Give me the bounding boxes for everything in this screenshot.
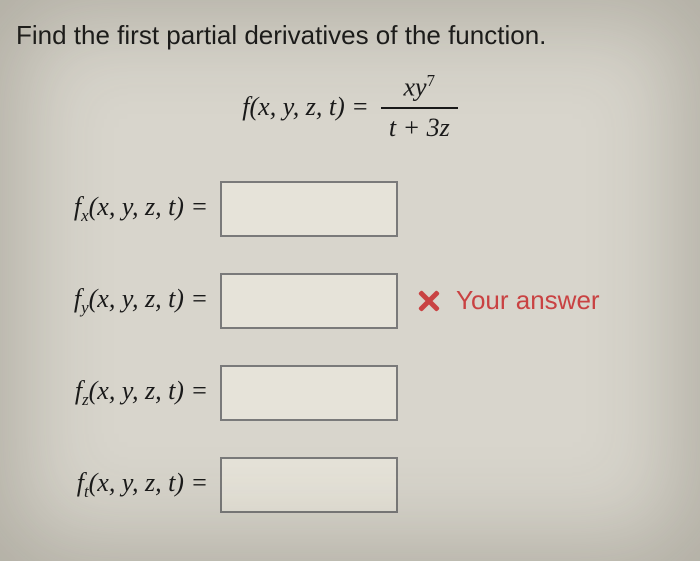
derivative-row: ft(x, y, z, t) =: [10, 457, 690, 513]
derivative-label: fx(x, y, z, t) =: [16, 192, 220, 226]
derivative-label: fy(x, y, z, t) =: [16, 284, 220, 318]
answer-input[interactable]: [220, 273, 398, 329]
fraction-numerator: xy7: [390, 69, 450, 107]
fraction-denominator: t + 3z: [381, 107, 458, 145]
function-fraction: xy7 t + 3z: [381, 69, 458, 145]
derivative-label: fz(x, y, z, t) =: [16, 376, 220, 410]
derivative-row: fz(x, y, z, t) =: [10, 365, 690, 421]
derivative-row: fy(x, y, z, t) = Your answer: [10, 273, 690, 329]
question-prompt: Find the first partial derivatives of th…: [10, 20, 690, 51]
answer-input[interactable]: [220, 457, 398, 513]
feedback-text: Your answer: [456, 285, 600, 316]
function-lhs: f(x, y, z, t) =: [242, 92, 369, 122]
function-definition: f(x, y, z, t) = xy7 t + 3z: [10, 69, 690, 145]
derivative-label: ft(x, y, z, t) =: [16, 468, 220, 502]
feedback-wrong: Your answer: [416, 285, 600, 316]
derivative-row: fx(x, y, z, t) =: [10, 181, 690, 237]
answer-input[interactable]: [220, 365, 398, 421]
x-icon: [416, 288, 442, 314]
answer-input[interactable]: [220, 181, 398, 237]
